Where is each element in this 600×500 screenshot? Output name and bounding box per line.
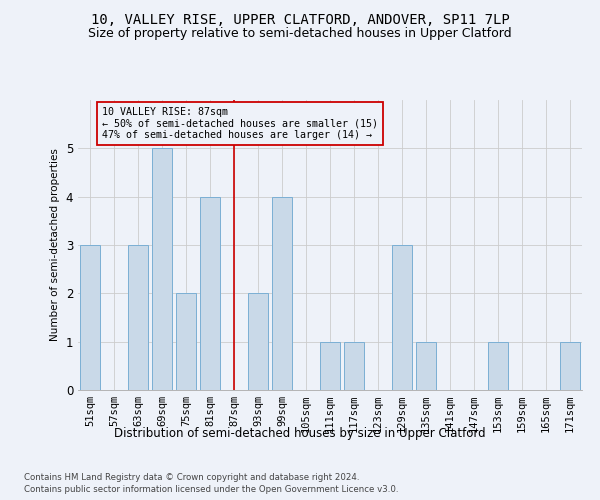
Bar: [320, 342, 340, 390]
Y-axis label: Number of semi-detached properties: Number of semi-detached properties: [50, 148, 60, 342]
Bar: [200, 196, 220, 390]
Bar: [152, 148, 172, 390]
Bar: [128, 245, 148, 390]
Bar: [392, 245, 412, 390]
Text: 10, VALLEY RISE, UPPER CLATFORD, ANDOVER, SP11 7LP: 10, VALLEY RISE, UPPER CLATFORD, ANDOVER…: [91, 12, 509, 26]
Text: Distribution of semi-detached houses by size in Upper Clatford: Distribution of semi-detached houses by …: [114, 428, 486, 440]
Bar: [488, 342, 508, 390]
Text: Contains HM Land Registry data © Crown copyright and database right 2024.: Contains HM Land Registry data © Crown c…: [24, 472, 359, 482]
Bar: [176, 294, 196, 390]
Text: Contains public sector information licensed under the Open Government Licence v3: Contains public sector information licen…: [24, 485, 398, 494]
Bar: [560, 342, 580, 390]
Bar: [416, 342, 436, 390]
Text: 10 VALLEY RISE: 87sqm
← 50% of semi-detached houses are smaller (15)
47% of semi: 10 VALLEY RISE: 87sqm ← 50% of semi-deta…: [102, 108, 378, 140]
Bar: [344, 342, 364, 390]
Bar: [272, 196, 292, 390]
Bar: [80, 245, 100, 390]
Bar: [248, 294, 268, 390]
Text: Size of property relative to semi-detached houses in Upper Clatford: Size of property relative to semi-detach…: [88, 28, 512, 40]
